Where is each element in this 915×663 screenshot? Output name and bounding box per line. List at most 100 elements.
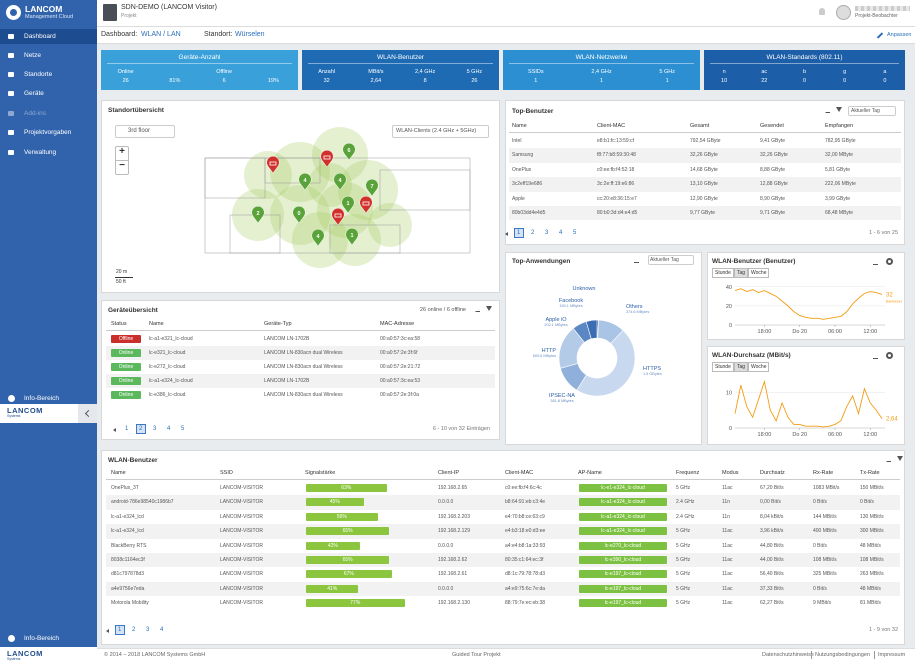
- cell: 782,95 GByte: [825, 138, 856, 144]
- cell: LANCOM-VISITOR: [220, 571, 263, 578]
- brand-sub: Management Cloud: [25, 14, 74, 20]
- page[interactable]: 2: [139, 426, 143, 432]
- dashboard-select[interactable]: WLAN / LAN: [141, 31, 181, 38]
- signal-label: 67%: [343, 571, 354, 578]
- zoom-sep: [115, 160, 129, 161]
- column-header: Client-MAC: [505, 470, 534, 476]
- menu-active: [0, 29, 97, 44]
- page[interactable]: 1: [118, 627, 122, 633]
- period: Aktueller Tag: [650, 257, 679, 263]
- guided-tour[interactable]: Guided Tour Projekt: [452, 652, 501, 658]
- kpi-label: Offline: [216, 69, 233, 75]
- cell: 11ac: [722, 528, 733, 535]
- project-icon: [103, 4, 117, 21]
- page[interactable]: 5: [573, 230, 577, 236]
- prev[interactable]: [106, 629, 109, 633]
- panel: [505, 252, 702, 445]
- device-summary: 26 online / 6 offline: [419, 307, 466, 313]
- filter-select[interactable]: [392, 125, 489, 138]
- page[interactable]: 2: [132, 627, 136, 633]
- page[interactable]: 4: [559, 230, 563, 236]
- cell: lc-e386_lc-cloud: [149, 392, 186, 398]
- logo: LANCOM: [7, 649, 43, 658]
- range-button[interactable]: Stunde: [712, 362, 734, 372]
- logo-block: [0, 647, 97, 663]
- menu-item[interactable]: Verwaltung: [24, 149, 57, 156]
- ap-box: [579, 556, 667, 564]
- cell: 0 Bit/s: [813, 499, 827, 506]
- panel: [101, 300, 500, 440]
- slice-label: HTTP: [542, 348, 557, 354]
- cell: 37,33 Bit/s: [760, 585, 784, 592]
- customize[interactable]: Anpassen: [887, 32, 912, 38]
- page[interactable]: 4: [167, 426, 171, 432]
- floor-plan: [264, 157, 321, 184]
- menu-item[interactable]: Standorte: [24, 71, 53, 78]
- info-item[interactable]: Info-Bereich: [24, 395, 60, 402]
- project[interactable]: SDN-DEMO (LANCOM Visitor): [121, 4, 217, 11]
- menu-item[interactable]: Add-ins: [24, 110, 47, 117]
- zoom-in[interactable]: +: [119, 146, 125, 157]
- page[interactable]: 3: [153, 426, 157, 432]
- page[interactable]: 2: [531, 230, 535, 236]
- page[interactable]: 4: [160, 627, 164, 633]
- prev[interactable]: [113, 428, 116, 432]
- avatar[interactable]: [836, 5, 851, 20]
- column-header: Client-IP: [438, 470, 460, 476]
- page[interactable]: 5: [181, 426, 185, 432]
- range-button[interactable]: Woche: [748, 268, 770, 278]
- period-select[interactable]: [648, 255, 694, 265]
- cell: lc-a1-e324_lc-cloud: [149, 378, 193, 384]
- menu-item[interactable]: Geräte: [24, 90, 44, 97]
- footer-link[interactable]: Datenschutzhinweise: [762, 652, 814, 658]
- cell: 88:79:7e:ec:eb:38: [505, 600, 546, 607]
- menu-item[interactable]: Netze: [24, 52, 41, 59]
- pin-label: 1: [350, 233, 353, 239]
- column-header: Tx-Rate: [860, 470, 880, 476]
- status-pill: [111, 377, 141, 385]
- cell: 80b03dd4e4d5: [512, 210, 546, 216]
- prev[interactable]: [505, 232, 508, 236]
- page[interactable]: 3: [545, 230, 549, 236]
- period-select[interactable]: [848, 106, 896, 116]
- cell: LANCOM-VISITOR: [220, 542, 263, 549]
- header-rule: [509, 132, 901, 133]
- row-band: [106, 553, 900, 568]
- menu-item[interactable]: Projektvorgaben: [24, 129, 72, 136]
- page[interactable]: 1: [517, 230, 521, 236]
- collapse[interactable]: [78, 404, 97, 423]
- column-header: SSID: [220, 470, 233, 476]
- cell: 325 MBit/s: [813, 571, 837, 578]
- cell: 44,80 Bit/s: [760, 542, 784, 549]
- range-button[interactable]: Woche: [748, 362, 770, 372]
- cell: 12,88 GByte: [760, 181, 788, 188]
- range-button[interactable]: Tag: [734, 362, 749, 372]
- page[interactable]: 1: [125, 426, 129, 432]
- range-button[interactable]: Tag: [734, 268, 749, 278]
- footer-link[interactable]: Impressum: [878, 652, 906, 658]
- info-item[interactable]: Info-Bereich: [24, 635, 60, 642]
- slice-label: Others: [626, 304, 643, 310]
- dashboard-label: Dashboard:: [101, 31, 138, 38]
- line-series: [734, 288, 883, 320]
- column-header: Durchsatz: [760, 470, 785, 476]
- cell: 00:a0:57:2e:21:72: [380, 364, 421, 370]
- menu-item[interactable]: Dashboard: [24, 33, 56, 40]
- download-icon: [634, 257, 639, 263]
- cell: e8:b1:fc:13:59:cf: [597, 138, 634, 144]
- kpi-value: 8: [423, 78, 427, 84]
- page[interactable]: 3: [146, 627, 150, 633]
- range-button[interactable]: Stunde: [712, 268, 734, 278]
- location-select[interactable]: Würselen: [235, 31, 265, 38]
- zoom-out[interactable]: −: [119, 160, 125, 171]
- cell: 9,77 GByte: [690, 210, 716, 216]
- kpi-value: 0: [802, 78, 807, 84]
- cell: 192.168.2.65: [438, 485, 468, 491]
- kpi-value: 26: [471, 78, 478, 84]
- floor-select[interactable]: [115, 125, 175, 138]
- pin-label: 4: [316, 234, 320, 240]
- ap-name: lc-e1-e324_lc-cloud: [601, 485, 645, 491]
- footer-link[interactable]: Nutzungsbedingungen: [815, 652, 871, 658]
